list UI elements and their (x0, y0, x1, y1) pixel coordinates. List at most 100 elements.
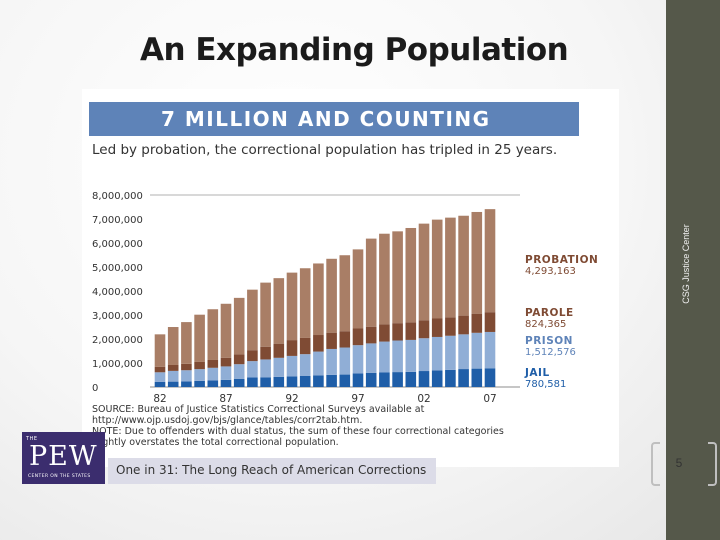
bar-parole-2005 (458, 315, 469, 335)
bar-jail-1983 (167, 381, 179, 387)
bar-probation-1997 (352, 249, 364, 329)
bar-jail-2005 (458, 369, 469, 387)
bar-jail-2006 (471, 368, 483, 387)
bar-prison-1987 (220, 366, 232, 380)
bar-probation-1994 (313, 263, 324, 336)
bar-parole-1983 (167, 364, 179, 371)
bar-probation-1995 (326, 258, 337, 333)
logo-pew: PEW (29, 441, 98, 472)
x-tick-label: 87 (219, 393, 232, 405)
y-tick-label: 5,000,000 (92, 263, 143, 274)
bar-parole-1991 (273, 343, 285, 358)
chart-banner-text: 7 MILLION AND COUNTING (161, 107, 491, 131)
bar-parole-1984 (181, 363, 192, 371)
bar-jail-1994 (313, 375, 324, 387)
bar-prison-2005 (458, 334, 469, 370)
source-line: SOURCE: Bureau of Justice Statistics Cor… (92, 404, 425, 415)
bar-jail-1995 (326, 374, 337, 387)
bar-parole-1988 (233, 354, 245, 365)
bar-prison-1992 (286, 355, 298, 377)
bar-parole-1986 (207, 359, 219, 368)
page-number-bracket-right (708, 442, 717, 486)
bar-parole-1993 (299, 337, 311, 355)
bar-probation-1992 (286, 272, 298, 341)
chart-bars (154, 209, 496, 387)
bar-probation-1999 (379, 233, 390, 325)
pew-logo: THE PEW CENTER ON THE STATES (22, 432, 105, 484)
report-title-strip: One in 31: The Long Reach of American Co… (108, 458, 436, 484)
bar-probation-1982 (154, 334, 166, 367)
bar-prison-1990 (260, 359, 271, 378)
bar-jail-1992 (286, 376, 298, 387)
y-tick-label: 6,000,000 (92, 239, 143, 250)
x-tick-label: 82 (153, 393, 166, 405)
bar-probation-1993 (299, 268, 311, 338)
chart-banner: 7 MILLION AND COUNTING (89, 102, 579, 136)
bar-jail-1991 (273, 376, 285, 387)
x-tick-label: 92 (285, 393, 298, 405)
bar-parole-1994 (313, 335, 324, 352)
bar-parole-2000 (392, 323, 403, 341)
bar-parole-1998 (365, 326, 377, 344)
bar-jail-1997 (352, 373, 364, 387)
bar-probation-2006 (471, 211, 483, 314)
bar-prison-1985 (194, 369, 205, 381)
bar-jail-2000 (392, 372, 403, 387)
bar-prison-1993 (299, 354, 311, 376)
bar-prison-1998 (365, 343, 377, 373)
source-line: slightly overstates the total correction… (92, 437, 339, 448)
x-tick-label: 02 (417, 393, 430, 405)
bar-prison-2002 (418, 338, 430, 372)
bar-jail-1985 (194, 380, 205, 387)
bar-jail-1988 (233, 378, 245, 387)
logo-the: THE (26, 436, 38, 442)
bar-parole-1996 (339, 331, 351, 348)
source-line: NOTE: Due to offenders with dual status,… (92, 426, 504, 437)
bar-parole-2002 (418, 320, 430, 339)
bar-parole-2004 (445, 317, 456, 336)
bar-parole-1990 (260, 346, 271, 360)
bar-prison-2004 (445, 335, 456, 370)
chart-labels: 8,000,000 7,000,000 6,000,000 5,000,000 4,00… (92, 191, 598, 405)
series-label-prison: PRISON (525, 335, 573, 347)
series-value-probation: 4,293,163 (525, 266, 576, 277)
y-tick-label: 2,000,000 (92, 335, 143, 346)
bar-probation-1985 (194, 314, 205, 362)
y-tick-label: 7,000,000 (92, 215, 143, 226)
bar-probation-2000 (392, 231, 403, 324)
bar-parole-2007 (484, 312, 496, 332)
page-number: 5 (675, 456, 683, 470)
bar-parole-2006 (471, 313, 483, 333)
series-value-jail: 780,581 (525, 379, 566, 390)
bar-jail-1999 (379, 372, 390, 387)
bar-jail-1996 (339, 374, 351, 387)
bar-jail-2007 (484, 368, 496, 387)
bar-jail-1982 (154, 381, 166, 387)
y-tick-label: 4,000,000 (92, 287, 143, 298)
chart-title: Led by probation, the correctional popul… (92, 142, 558, 158)
bar-prison-2007 (484, 331, 496, 369)
bar-probation-1989 (247, 289, 258, 351)
bar-prison-1986 (207, 367, 219, 381)
series-label-parole: PAROLE (525, 307, 574, 319)
bar-probation-1998 (365, 238, 377, 327)
bar-jail-2002 (418, 371, 430, 387)
logo-center: CENTER ON THE STATES (28, 474, 91, 479)
bar-prison-1994 (313, 351, 324, 376)
y-tick-label: 0 (92, 383, 98, 394)
bar-jail-2001 (405, 371, 417, 387)
bar-prison-1996 (339, 347, 351, 375)
bar-prison-2000 (392, 340, 403, 373)
bar-jail-2004 (445, 369, 456, 387)
bar-probation-1991 (273, 278, 285, 344)
bar-parole-1987 (220, 357, 232, 367)
bar-prison-1984 (181, 370, 192, 382)
bar-parole-1989 (247, 350, 258, 362)
bar-prison-1991 (273, 357, 285, 377)
bar-probation-1990 (260, 282, 271, 347)
bar-parole-1985 (194, 361, 205, 370)
series-label-probation: PROBATION (525, 254, 598, 266)
bar-prison-1997 (352, 345, 364, 374)
series-value-prison: 1,512,576 (525, 347, 576, 358)
